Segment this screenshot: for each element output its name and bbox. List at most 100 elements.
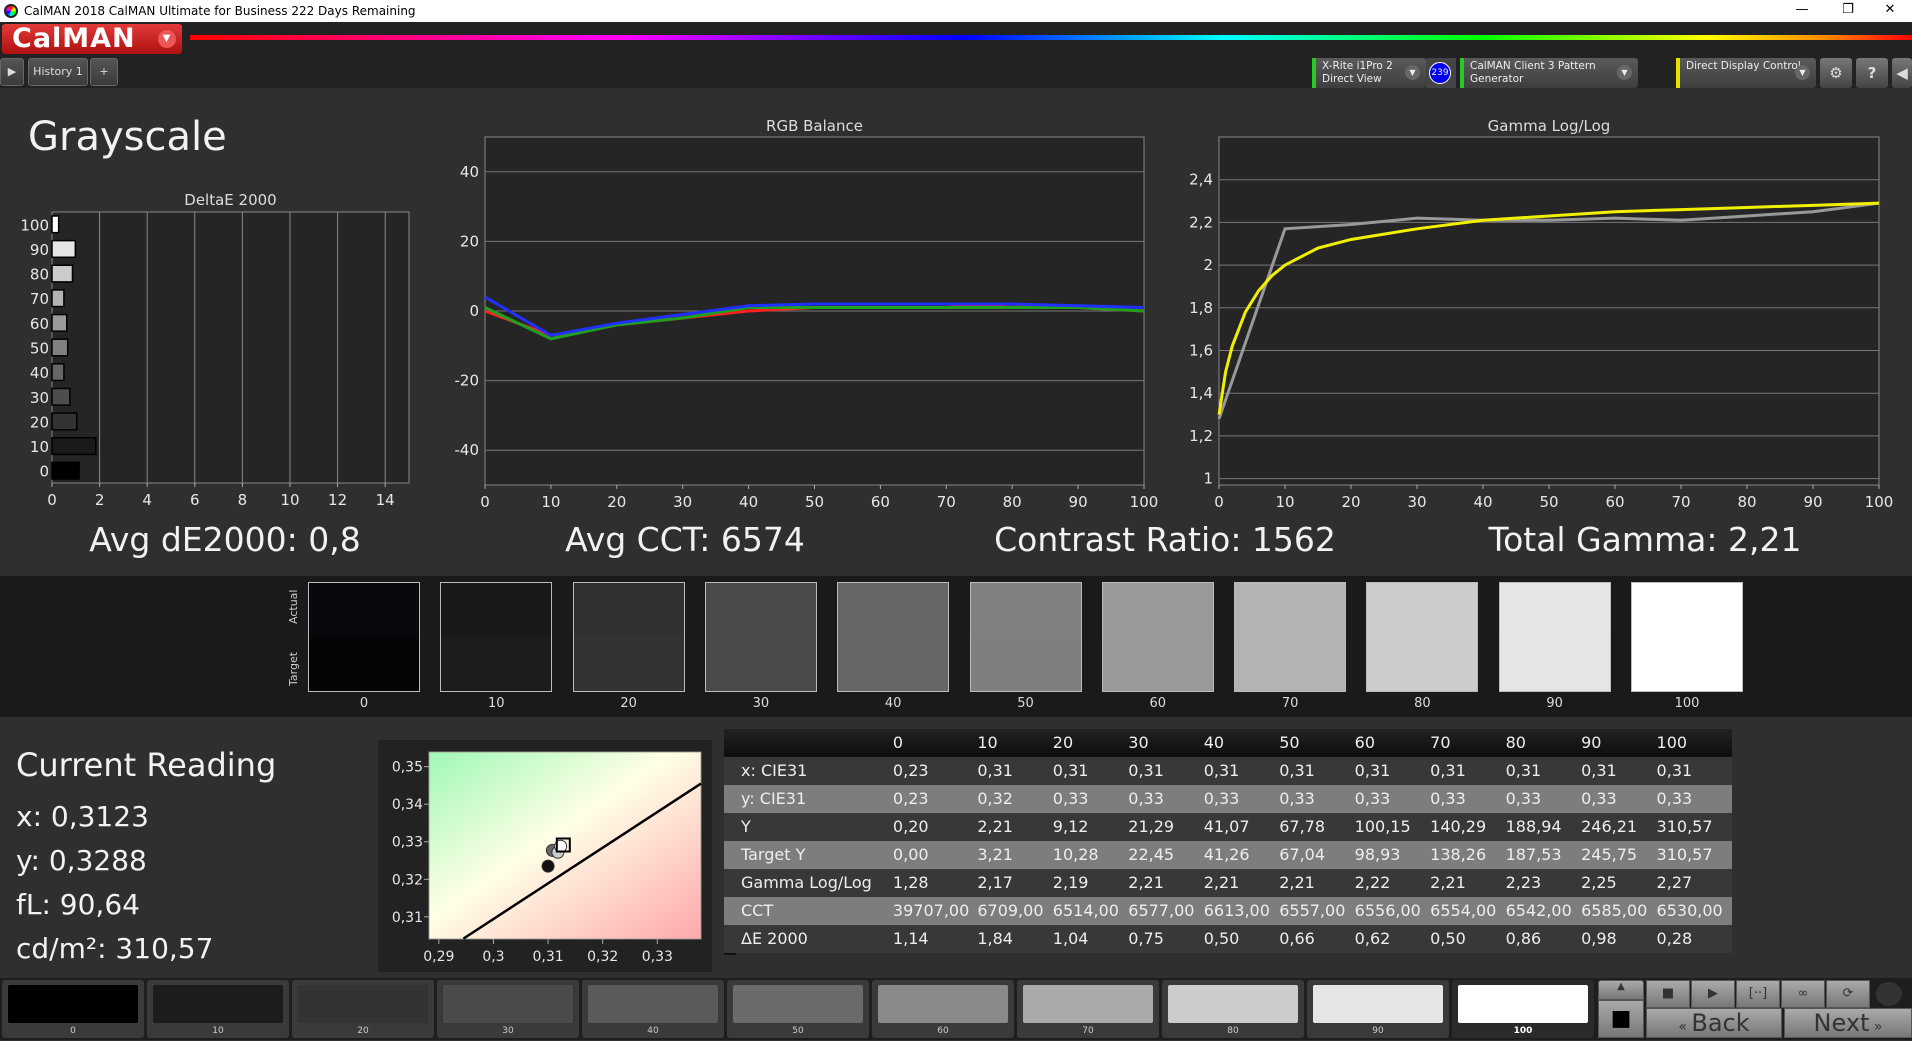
patch-button-60[interactable]: 60 bbox=[872, 980, 1014, 1038]
tab-history-1[interactable]: History 1 bbox=[28, 58, 88, 86]
meter-selector[interactable]: X-Rite i1Pro 2 Direct View ▼ bbox=[1312, 58, 1426, 88]
actual-patch bbox=[1499, 583, 1610, 637]
table-cell: 0,28 bbox=[1656, 929, 1693, 948]
patch-button-70[interactable]: 70 bbox=[1017, 980, 1159, 1038]
table-cell: 6530,00 bbox=[1656, 901, 1723, 920]
actual-patch bbox=[1235, 583, 1346, 637]
swatch-60[interactable] bbox=[1101, 582, 1214, 692]
deltae-bar bbox=[51, 338, 69, 357]
swatch-30[interactable] bbox=[704, 582, 817, 692]
restore-button[interactable]: ❐ bbox=[1842, 2, 1854, 17]
close-button[interactable]: ✕ bbox=[1884, 2, 1896, 17]
back-button[interactable]: « Back bbox=[1646, 1008, 1782, 1038]
patch-color bbox=[878, 985, 1008, 1023]
swatch-label: 100 bbox=[1674, 696, 1700, 711]
stop-pattern-button[interactable]: ■ bbox=[1598, 1000, 1644, 1038]
swatch-90[interactable] bbox=[1498, 582, 1611, 692]
table-cell: 0,31 bbox=[1279, 761, 1315, 780]
table-cell: 22,45 bbox=[1128, 845, 1175, 864]
loop-icon[interactable]: ∞ bbox=[1781, 980, 1825, 1008]
y-tick-label: 10 bbox=[30, 438, 49, 456]
table-cell: 0,33 bbox=[1052, 789, 1089, 808]
table-cell: 2,27 bbox=[1656, 873, 1693, 892]
minimize-button[interactable]: — bbox=[1795, 2, 1809, 17]
x-tick-label: 0,31 bbox=[532, 949, 563, 965]
x-tick-label: 0,32 bbox=[587, 949, 618, 965]
add-tab-button[interactable]: + bbox=[90, 58, 118, 86]
rainbow-strip bbox=[190, 35, 1912, 40]
x-tick-label: 70 bbox=[1671, 493, 1690, 511]
pattern-icon[interactable]: [··] bbox=[1736, 980, 1780, 1008]
table-row: ΔE 2000 1,14 1,84 1,04 0,75 0,50 0,66 0,62 0,50 0… bbox=[724, 925, 1732, 953]
table-cell: 138,26 bbox=[1430, 845, 1487, 864]
meter-badge[interactable]: 239 bbox=[1429, 62, 1451, 84]
title-bar: CalMAN 2018 CalMAN Ultimate for Business… bbox=[0, 0, 1912, 22]
y-tick-label: 40 bbox=[460, 163, 479, 181]
table-row: CCT 39707,00 6709,00 6514,00 6577,00 6613,00 6… bbox=[724, 897, 1732, 925]
total-gamma-stat: Total Gamma: 2,21 bbox=[1488, 520, 1802, 559]
patch-button-80[interactable]: 80 bbox=[1162, 980, 1304, 1038]
table-cell: 0,31 bbox=[1128, 761, 1164, 780]
refresh-icon[interactable]: ⟳ bbox=[1826, 980, 1870, 1008]
y-tick-label: 0,33 bbox=[392, 835, 423, 851]
patch-button-10[interactable]: 10 bbox=[147, 980, 289, 1038]
x-tick-label: 0,3 bbox=[482, 949, 504, 965]
table-cell: 30 bbox=[1128, 733, 1149, 752]
table-cell: 0,33 bbox=[1279, 789, 1315, 808]
up-arrow-icon[interactable]: ▲ bbox=[1598, 980, 1644, 1000]
x-tick-label: 50 bbox=[1539, 493, 1558, 511]
play-icon[interactable]: ▶ bbox=[1691, 980, 1735, 1008]
target-patch bbox=[1499, 637, 1610, 691]
swatch-0[interactable] bbox=[308, 582, 420, 692]
swatch-80[interactable] bbox=[1366, 582, 1479, 692]
collapse-icon[interactable]: ◀ bbox=[1892, 58, 1912, 88]
gear-icon[interactable]: ⚙ bbox=[1820, 58, 1852, 88]
next-arrow-icon: » bbox=[1869, 1019, 1883, 1035]
y-tick-label: 20 bbox=[30, 413, 49, 431]
table-cell: 80 bbox=[1505, 733, 1526, 752]
table-cell: 0,62 bbox=[1354, 929, 1391, 948]
patch-button-100[interactable]: 100 bbox=[1452, 980, 1594, 1038]
patch-button-30[interactable]: 30 bbox=[437, 980, 579, 1038]
meter-mode: Direct View bbox=[1322, 73, 1382, 85]
calman-menu-button[interactable]: CalMAN ▼ bbox=[2, 24, 182, 54]
swatch-50[interactable] bbox=[969, 582, 1082, 692]
x-tick-label: 10 bbox=[541, 493, 560, 511]
pattern-generator-selector[interactable]: CalMAN Client 3 Pattern Generator ▼ bbox=[1460, 58, 1638, 88]
actual-patch bbox=[838, 583, 949, 637]
swatch-40[interactable] bbox=[837, 582, 950, 692]
patch-label: 50 bbox=[792, 1026, 804, 1036]
patch-button-40[interactable]: 40 bbox=[582, 980, 724, 1038]
y-tick-label: 0,32 bbox=[392, 872, 423, 888]
table-cell: 6613,00 bbox=[1203, 901, 1270, 920]
patch-button-50[interactable]: 50 bbox=[727, 980, 869, 1038]
next-button[interactable]: Next » bbox=[1784, 1008, 1912, 1038]
plot-area bbox=[1218, 136, 1880, 486]
patch-button-20[interactable]: 20 bbox=[292, 980, 434, 1038]
rgb-chart-title: RGB Balance bbox=[766, 117, 863, 135]
swatch-10[interactable] bbox=[440, 582, 553, 692]
help-icon[interactable]: ? bbox=[1856, 58, 1888, 88]
target-patch bbox=[705, 637, 816, 691]
swatch-70[interactable] bbox=[1234, 582, 1347, 692]
patch-color bbox=[1313, 985, 1443, 1023]
table-cell: 50 bbox=[1279, 733, 1300, 752]
patch-button-0[interactable]: 0 bbox=[2, 980, 144, 1038]
patch-button-90[interactable]: 90 bbox=[1307, 980, 1449, 1038]
display-control-selector[interactable]: Direct Display Control ▼ bbox=[1676, 58, 1816, 88]
table-cell: 6557,00 bbox=[1279, 901, 1346, 920]
target-marker bbox=[555, 837, 571, 853]
y-tick-label: 0,35 bbox=[392, 760, 423, 776]
cie-point bbox=[541, 859, 555, 873]
target-patch bbox=[441, 637, 552, 691]
x-tick-label: 8 bbox=[238, 491, 248, 509]
deltae-bar bbox=[51, 215, 60, 234]
play-icon[interactable]: ▶ bbox=[0, 58, 24, 86]
row-label: Target Y bbox=[741, 845, 806, 864]
swatch-20[interactable] bbox=[572, 582, 685, 692]
swatch-100[interactable] bbox=[1631, 582, 1743, 692]
table-cell: 0,33 bbox=[1128, 789, 1164, 808]
stop-icon[interactable]: ■ bbox=[1646, 980, 1690, 1008]
table-cell: 0,33 bbox=[1505, 789, 1542, 808]
x-tick-label: 10 bbox=[1275, 493, 1294, 511]
